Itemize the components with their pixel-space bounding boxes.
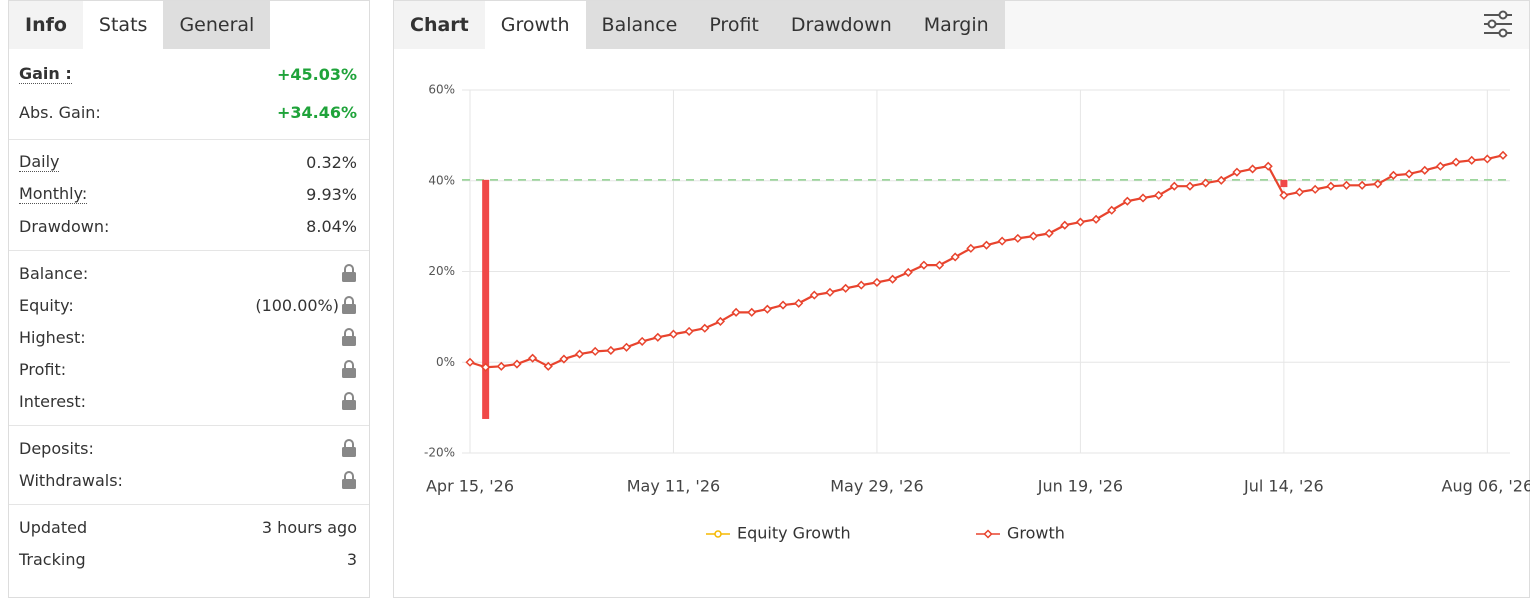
stats-row: Withdrawals: xyxy=(19,464,357,496)
tab[interactable]: Margin xyxy=(907,1,1005,49)
stats-row: Deposits: xyxy=(19,432,357,464)
stat-value: +34.46% xyxy=(276,102,357,122)
lock-icon xyxy=(342,264,356,282)
stats-panel: Info Stats General Gain : +45.03% Abs. Gain:… xyxy=(8,0,370,598)
lock-icon xyxy=(342,392,356,410)
stat-value-box: +34.46% xyxy=(277,103,357,122)
stats-row: Gain : +45.03% xyxy=(19,55,357,93)
stat-value: +45.03% xyxy=(276,64,357,84)
stat-label: Abs. Gain: xyxy=(19,102,101,122)
stat-label: Daily xyxy=(19,152,60,172)
stat-label: Deposits: xyxy=(19,438,94,458)
stat-label: Gain : xyxy=(19,64,72,84)
tab[interactable]: Stats xyxy=(82,1,164,49)
chart-tabs: Chart Growth Balance Profit Drawdown Margin xyxy=(394,1,1529,49)
lock-icon xyxy=(342,439,356,457)
stat-value-box xyxy=(341,360,357,378)
stat-value-box: 9.93% xyxy=(306,185,357,204)
stats-row: Updated 3 hours ago xyxy=(19,511,357,543)
stat-value: 0.32% xyxy=(306,152,357,172)
stats-row: Drawdown: 8.04% xyxy=(19,210,357,242)
stat-label: Equity: xyxy=(19,295,74,315)
tab[interactable]: Profit xyxy=(693,1,775,49)
tab: Chart xyxy=(394,1,485,49)
stats-row: Monthly: 9.93% xyxy=(19,178,357,210)
stats-row: Tracking 3 xyxy=(19,543,357,575)
tab[interactable]: General xyxy=(163,1,271,49)
stats-tabs: Info Stats General xyxy=(9,1,369,49)
stat-value-box: +45.03% xyxy=(277,65,357,84)
lock-icon xyxy=(342,471,356,489)
stats-group: Daily 0.32% Monthly: 9.93% Drawdown: 8.04% xyxy=(9,140,369,251)
stat-label: Drawdown: xyxy=(19,216,110,236)
stats-groups: Gain : +45.03% Abs. Gain: +34.46% Daily 0.32%… xyxy=(9,49,369,583)
stat-value: 3 xyxy=(346,549,357,569)
stat-label: Tracking xyxy=(19,549,86,569)
stat-label: Highest: xyxy=(19,327,86,347)
settings-icon[interactable] xyxy=(1481,7,1515,41)
stats-row: Highest: xyxy=(19,321,357,353)
stat-value: 3 hours ago xyxy=(261,517,357,537)
tab[interactable]: Drawdown xyxy=(774,1,908,49)
chart-panel: Chart Growth Balance Profit Drawdown Margin xyxy=(393,0,1530,598)
stat-value-box xyxy=(341,264,357,282)
stats-group: Deposits: Withdrawals: xyxy=(9,426,369,505)
tab: Info xyxy=(9,1,83,49)
stat-label: Updated xyxy=(19,517,88,537)
lock-icon xyxy=(342,360,356,378)
stats-row: Abs. Gain: +34.46% xyxy=(19,93,357,131)
stat-label: Monthly: xyxy=(19,184,88,204)
stats-group: Updated 3 hours ago Tracking 3 xyxy=(9,505,369,583)
stat-value: (100.00%) xyxy=(255,295,339,315)
stat-value-box xyxy=(341,439,357,457)
stat-label: Withdrawals: xyxy=(19,470,123,490)
stats-row: Daily 0.32% xyxy=(19,146,357,178)
stat-value-box: 3 xyxy=(347,550,357,569)
lock-icon xyxy=(342,296,356,314)
stat-value-box: (100.00%) xyxy=(255,296,357,315)
stat-value: 9.93% xyxy=(306,184,357,204)
lock-icon xyxy=(342,328,356,346)
stats-group: Balance: Equity: (100.00%) Highest: Profit: I… xyxy=(9,251,369,426)
stat-label: Balance: xyxy=(19,263,89,283)
stat-value-box: 8.04% xyxy=(306,217,357,236)
stat-label: Profit: xyxy=(19,359,67,379)
stat-value-box: 3 hours ago xyxy=(262,518,357,537)
stats-row: Equity: (100.00%) xyxy=(19,289,357,321)
stat-value-box xyxy=(341,328,357,346)
stats-row: Profit: xyxy=(19,353,357,385)
tab[interactable]: Balance xyxy=(585,1,694,49)
stat-value: 8.04% xyxy=(306,216,357,236)
stat-label: Interest: xyxy=(19,391,87,411)
stat-value-box xyxy=(341,392,357,410)
stats-row: Interest: xyxy=(19,385,357,417)
tab[interactable]: Growth xyxy=(484,1,586,49)
stat-value-box: 0.32% xyxy=(306,153,357,172)
stats-row: Balance: xyxy=(19,257,357,289)
stats-group: Gain : +45.03% Abs. Gain: +34.46% xyxy=(9,49,369,140)
stat-value-box xyxy=(341,471,357,489)
